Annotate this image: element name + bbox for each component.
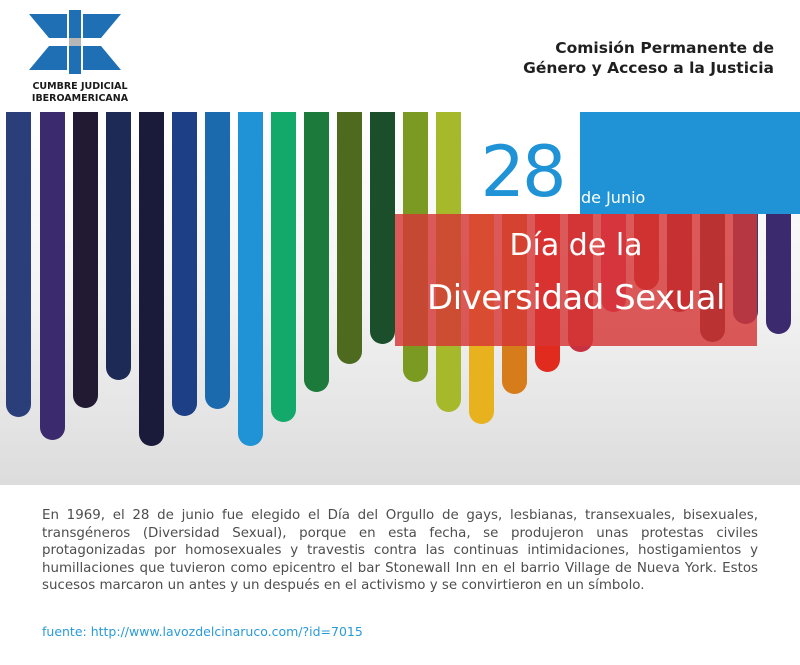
commission-title: Comisión Permanente de Género y Acceso a… bbox=[523, 38, 774, 78]
rainbow-bar bbox=[271, 112, 296, 422]
rainbow-banner: 28 de Junio Día de la Diversidad Sexual bbox=[0, 112, 800, 485]
rainbow-bar bbox=[139, 112, 164, 446]
rainbow-bar bbox=[205, 112, 230, 409]
rainbow-bar bbox=[73, 112, 98, 408]
title-box bbox=[395, 214, 757, 346]
commission-line2: Género y Acceso a la Justicia bbox=[523, 59, 774, 77]
rainbow-bar bbox=[106, 112, 131, 380]
commission-line1: Comisión Permanente de bbox=[555, 39, 774, 57]
rainbow-bar bbox=[304, 112, 329, 392]
rainbow-bar bbox=[6, 112, 31, 417]
title-line2: Diversidad Sexual bbox=[427, 278, 725, 318]
header: CUMBRE JUDICIAL IBEROAMERICANA Comisión … bbox=[0, 0, 800, 112]
rainbow-bar bbox=[40, 112, 65, 440]
source-link[interactable]: fuente: http://www.lavozdelcinaruco.com/… bbox=[42, 624, 363, 639]
date-number-panel bbox=[463, 112, 580, 214]
description-paragraph: En 1969, el 28 de junio fue elegido el D… bbox=[42, 508, 758, 594]
rainbow-bar bbox=[238, 112, 263, 446]
logo-text-line2: IBEROAMERICANA bbox=[31, 93, 129, 104]
month-label: de Junio bbox=[581, 188, 646, 207]
rainbow-bar bbox=[337, 112, 362, 364]
logo-text-line1: CUMBRE JUDICIAL bbox=[32, 81, 128, 92]
cross-emblem-icon bbox=[29, 10, 121, 74]
title-line1: Día de la bbox=[509, 228, 643, 263]
rainbow-bar bbox=[172, 112, 197, 416]
rainbow-bar bbox=[370, 112, 395, 344]
cumbre-judicial-logo: CUMBRE JUDICIAL IBEROAMERICANA bbox=[25, 10, 128, 105]
day-number: 28 bbox=[480, 131, 566, 213]
